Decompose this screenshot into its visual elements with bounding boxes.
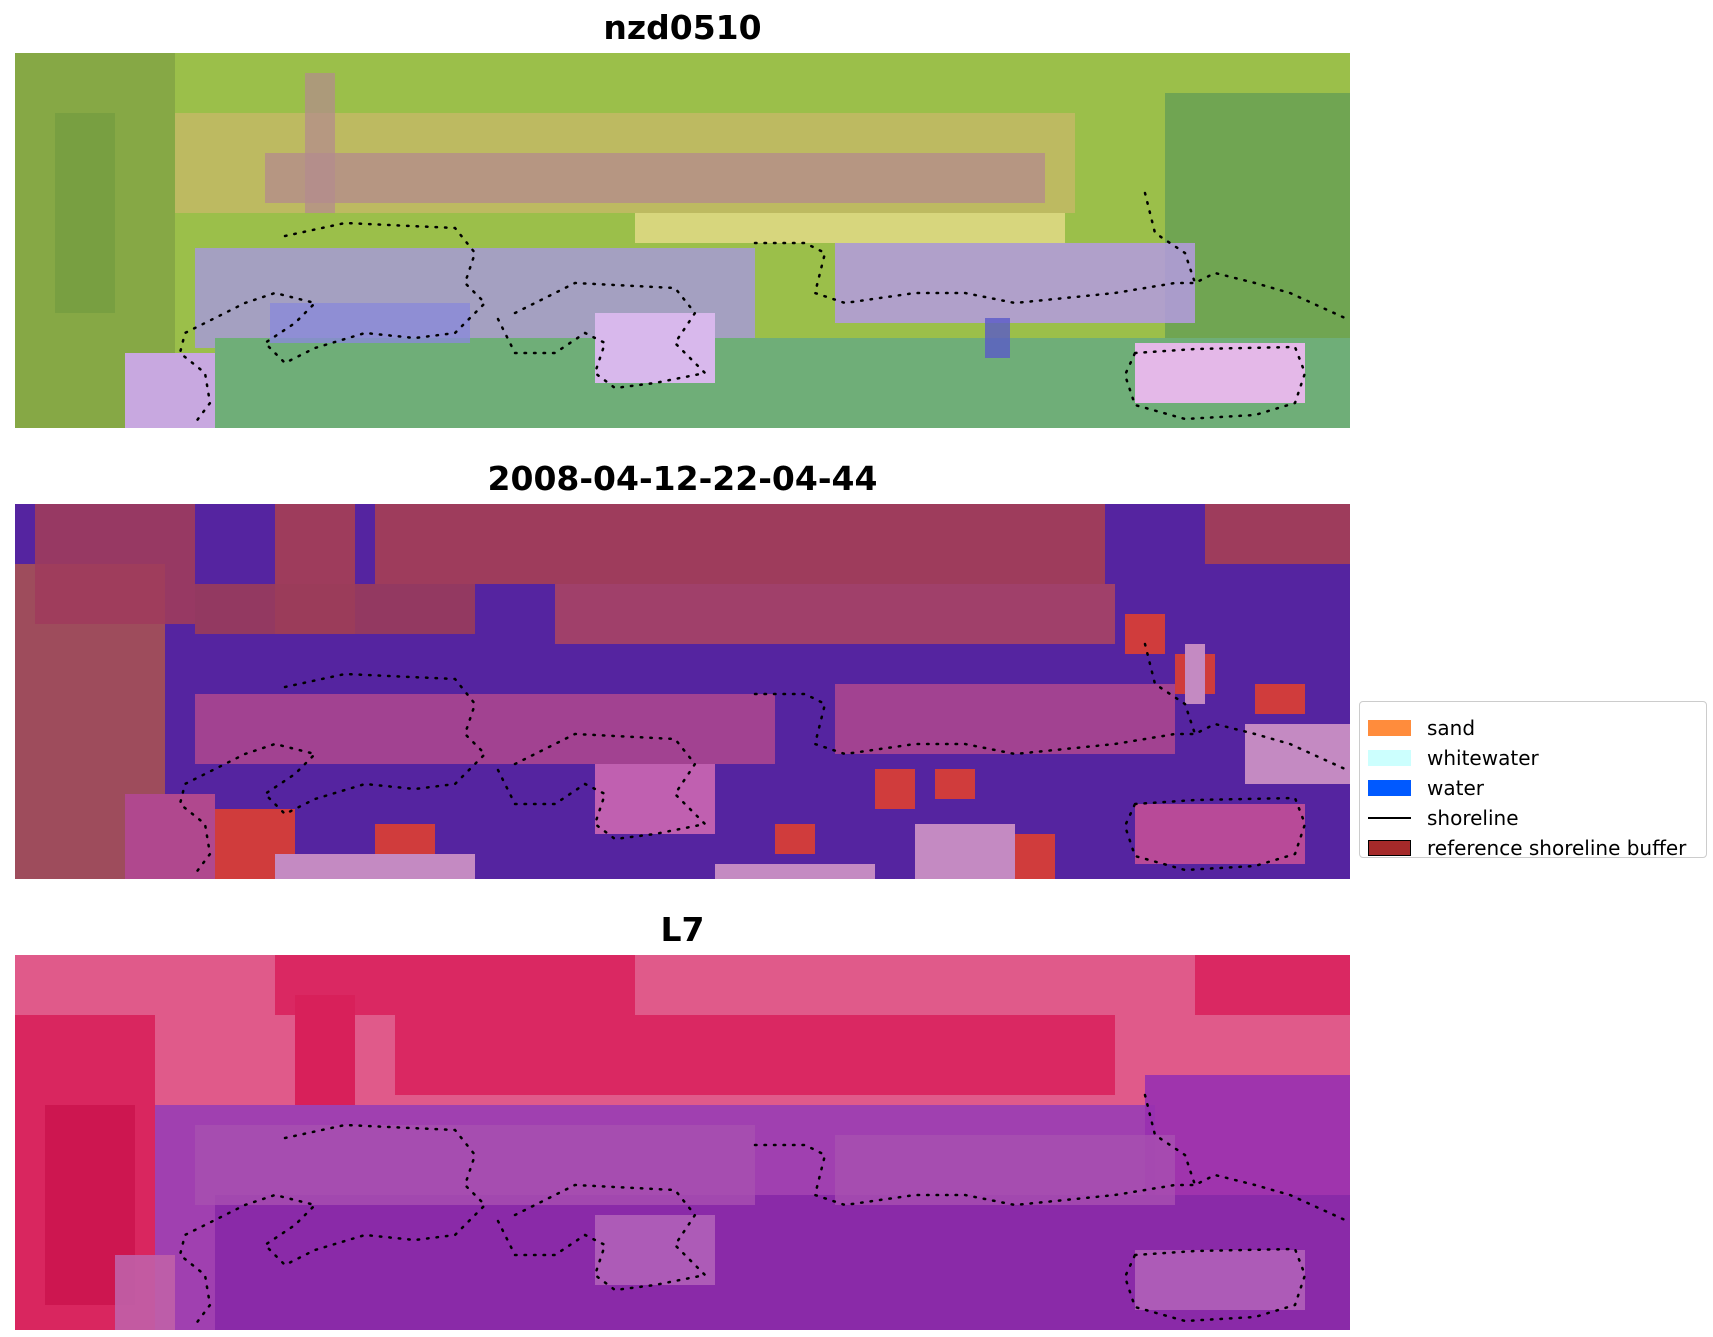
rgb-satellite-image [15, 53, 1350, 428]
whitewater-swatch [1368, 750, 1411, 766]
panel-l7-image [15, 955, 1350, 1330]
water-swatch [1368, 780, 1411, 796]
legend-item-sand: sand [1368, 716, 1475, 740]
legend: sand whitewater water shoreline referenc… [1359, 701, 1707, 860]
panel-title-l7: L7 [660, 910, 705, 949]
legend-item-reference-buffer: reference shoreline buffer [1368, 836, 1686, 860]
shoreline-line-icon [1368, 817, 1411, 819]
legend-label-water: water [1427, 776, 1484, 800]
panel-title-classification: 2008-04-12-22-04-44 [487, 459, 878, 498]
classification-image [15, 504, 1350, 879]
legend-item-shoreline: shoreline [1368, 806, 1519, 830]
legend-item-whitewater: whitewater [1368, 746, 1539, 770]
legend-item-water: water [1368, 776, 1484, 800]
panel-title-rgb: nzd0510 [603, 8, 762, 47]
l7-satellite-image [15, 955, 1350, 1330]
panel-rgb-image [15, 53, 1350, 428]
panel-classification-image [15, 504, 1350, 879]
legend-label-whitewater: whitewater [1427, 746, 1539, 770]
reference-buffer-swatch [1368, 840, 1411, 856]
legend-label-reference-buffer: reference shoreline buffer [1427, 836, 1687, 860]
legend-label-sand: sand [1427, 716, 1476, 740]
sand-swatch [1368, 720, 1411, 736]
legend-label-shoreline: shoreline [1427, 806, 1519, 830]
